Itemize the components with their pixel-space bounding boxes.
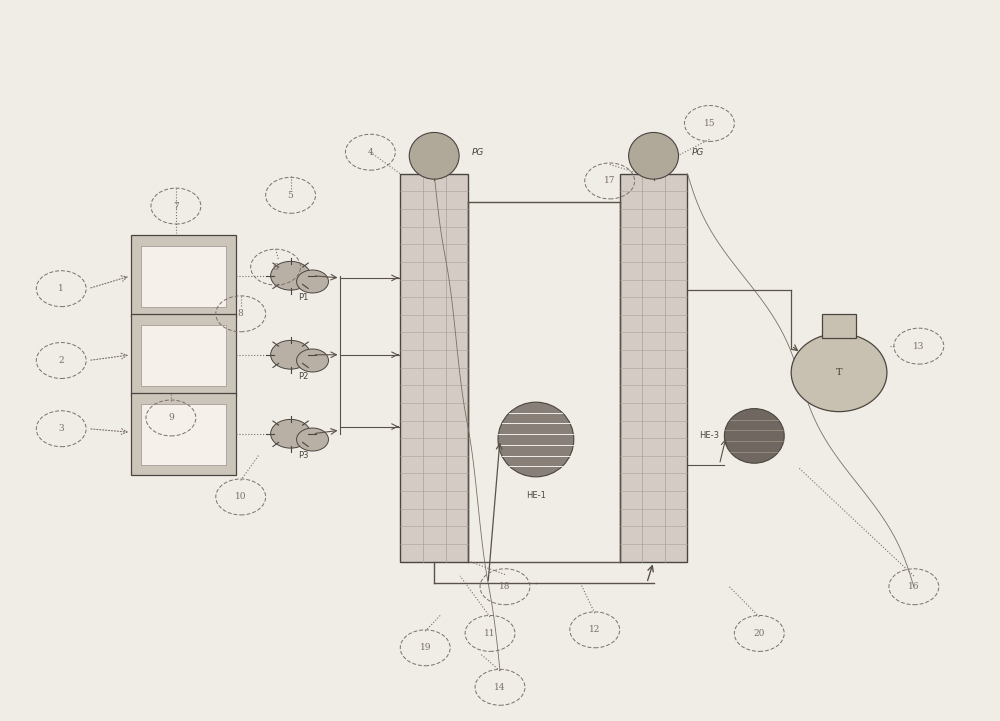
Text: PG: PG — [472, 149, 484, 157]
Text: 15: 15 — [704, 119, 715, 128]
Text: 14: 14 — [494, 683, 506, 691]
FancyBboxPatch shape — [131, 314, 236, 397]
Ellipse shape — [409, 133, 459, 179]
Text: 10: 10 — [235, 492, 246, 502]
Text: P1: P1 — [298, 293, 309, 302]
Circle shape — [297, 428, 328, 451]
Text: 9: 9 — [168, 413, 174, 423]
FancyBboxPatch shape — [141, 324, 226, 386]
Text: HE-3: HE-3 — [699, 431, 719, 441]
Text: 8: 8 — [238, 309, 244, 318]
Circle shape — [297, 270, 328, 293]
Text: T: T — [836, 368, 842, 377]
Text: 6: 6 — [273, 262, 279, 272]
Text: HE-1: HE-1 — [526, 491, 546, 500]
FancyBboxPatch shape — [822, 314, 856, 338]
FancyBboxPatch shape — [400, 174, 468, 562]
Text: 18: 18 — [499, 583, 511, 591]
Text: 13: 13 — [913, 342, 925, 350]
Ellipse shape — [498, 402, 574, 477]
Circle shape — [297, 349, 328, 372]
Text: 12: 12 — [589, 625, 600, 634]
Text: 3: 3 — [58, 424, 64, 433]
Text: 20: 20 — [754, 629, 765, 638]
Ellipse shape — [791, 334, 887, 412]
Text: 19: 19 — [419, 643, 431, 653]
Ellipse shape — [724, 409, 784, 463]
Circle shape — [271, 340, 311, 369]
Text: 17: 17 — [604, 177, 615, 185]
Circle shape — [271, 420, 311, 448]
Text: P2: P2 — [298, 372, 309, 381]
FancyBboxPatch shape — [141, 246, 226, 306]
FancyBboxPatch shape — [620, 174, 687, 562]
Ellipse shape — [629, 133, 679, 179]
Text: 7: 7 — [173, 202, 179, 211]
FancyBboxPatch shape — [141, 404, 226, 464]
Text: 4: 4 — [367, 148, 373, 156]
Text: 2: 2 — [58, 356, 64, 365]
FancyBboxPatch shape — [131, 235, 236, 317]
Text: P3: P3 — [298, 451, 309, 460]
Text: 1: 1 — [58, 284, 64, 293]
FancyBboxPatch shape — [131, 393, 236, 475]
Text: PG: PG — [691, 149, 704, 157]
Text: 16: 16 — [908, 583, 920, 591]
Circle shape — [271, 262, 311, 290]
Text: 5: 5 — [288, 191, 294, 200]
Text: 11: 11 — [484, 629, 496, 638]
